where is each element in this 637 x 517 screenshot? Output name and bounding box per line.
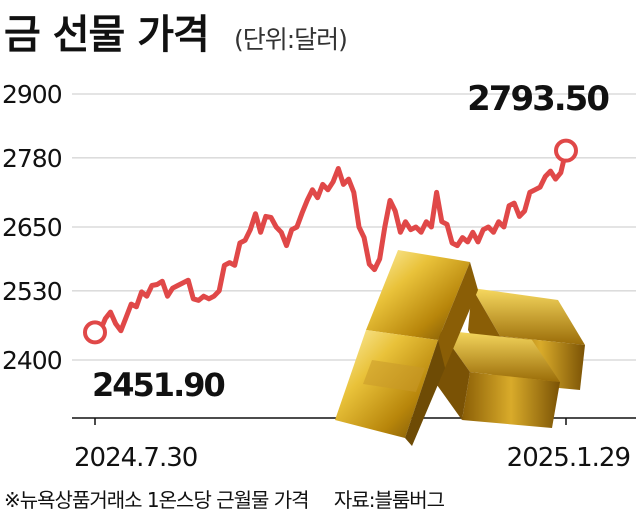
series-line — [92, 148, 569, 335]
footnote: ※뉴욕상품거래소 1온스당 근월물 가격 자료:블룸버그 — [4, 484, 445, 513]
chart-title: 금 선물 가격 — [4, 12, 210, 58]
y-tick-label: 2780 — [2, 144, 62, 173]
x-tick-label: 2024.7.30 — [74, 443, 197, 473]
x-tick-label: 2025.1.29 — [507, 443, 630, 473]
end-value-label: 2793.50 — [467, 79, 609, 119]
gold-bars-image — [335, 250, 585, 446]
start-point-marker — [83, 320, 107, 345]
y-tick-label: 2650 — [2, 213, 62, 242]
start-value-label: 2451.90 — [92, 366, 224, 404]
header: 금 선물 가격 (단위:달러) — [4, 2, 348, 58]
y-tick-label: 2400 — [2, 346, 62, 375]
y-tick-label: 2900 — [2, 80, 62, 109]
unit-label: (단위:달러) — [233, 25, 348, 54]
footnote-note: ※뉴욕상품거래소 1온스당 근월물 가격 — [4, 488, 310, 512]
end-point-marker — [554, 138, 578, 163]
footnote-source: 자료:블룸버그 — [333, 488, 445, 512]
y-tick-label: 2530 — [2, 277, 62, 306]
